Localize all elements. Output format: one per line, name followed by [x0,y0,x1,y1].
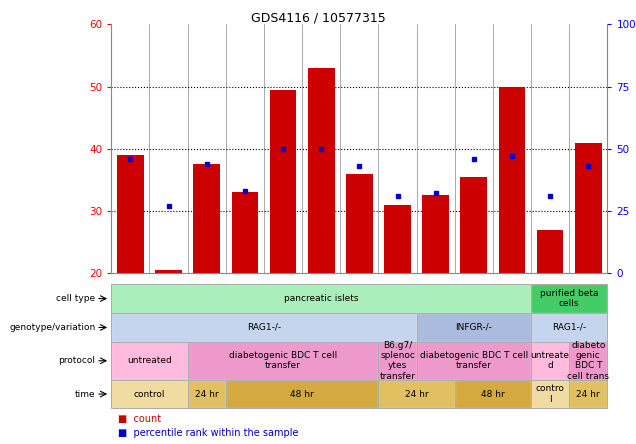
Text: RAG1-/-: RAG1-/- [552,323,586,332]
Text: 48 hr: 48 hr [481,389,505,399]
Text: ■  percentile rank within the sample: ■ percentile rank within the sample [118,428,298,438]
Text: purified beta
cells: purified beta cells [540,289,598,308]
Bar [575,143,602,273]
Text: contro
l: contro l [536,385,565,404]
Bar [499,87,525,273]
Text: 24 hr: 24 hr [576,389,600,399]
Text: B6.g7/
splenoc
ytes
transfer: B6.g7/ splenoc ytes transfer [380,341,415,381]
Text: ■  count: ■ count [118,414,161,424]
Text: diabetogenic BDC T cell
transfer: diabetogenic BDC T cell transfer [420,351,528,370]
Text: diabetogenic BDC T cell
transfer: diabetogenic BDC T cell transfer [229,351,337,370]
Text: RAG1-/-: RAG1-/- [247,323,281,332]
Text: untreate
d: untreate d [530,351,570,370]
Bar [460,177,487,273]
Text: INFGR-/-: INFGR-/- [455,323,492,332]
Bar [422,195,449,273]
Text: control: control [134,389,165,399]
Text: 24 hr: 24 hr [195,389,219,399]
Bar [270,90,296,273]
Bar [117,155,144,273]
Text: cell type: cell type [56,294,95,303]
Bar [155,270,182,273]
Text: pancreatic islets: pancreatic islets [284,294,359,303]
Text: 24 hr: 24 hr [404,389,429,399]
Text: protocol: protocol [59,356,95,365]
Text: GDS4116 / 10577315: GDS4116 / 10577315 [251,11,385,24]
Bar [384,205,411,273]
Bar [346,174,373,273]
Text: genotype/variation: genotype/variation [9,323,95,332]
Text: time: time [75,389,95,399]
Bar [308,68,335,273]
Bar [193,164,220,273]
Bar [537,230,563,273]
Text: untreated: untreated [127,356,172,365]
Text: diabeto
genic
BDC T
cell trans: diabeto genic BDC T cell trans [567,341,609,381]
Bar [232,192,258,273]
Text: 48 hr: 48 hr [290,389,314,399]
